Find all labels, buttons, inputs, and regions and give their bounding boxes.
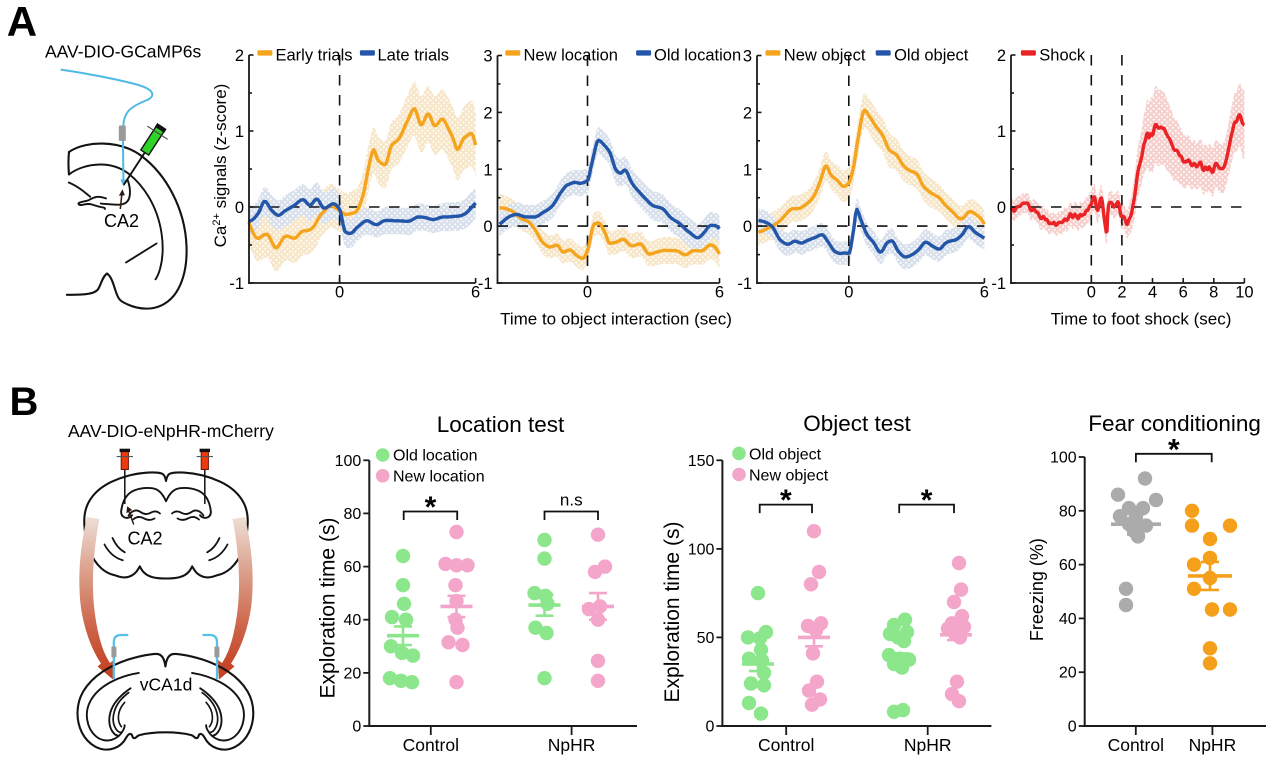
svg-text:0: 0 (705, 719, 714, 736)
svg-text:0: 0 (352, 719, 361, 736)
svg-text:100: 100 (1050, 450, 1077, 467)
svg-text:Old location: Old location (654, 47, 741, 65)
svg-text:20: 20 (1059, 665, 1077, 682)
svg-text:2: 2 (743, 104, 752, 122)
svg-text:Late trials: Late trials (378, 47, 450, 65)
svg-text:CA2: CA2 (128, 529, 163, 549)
svg-text:New object: New object (784, 47, 866, 65)
svg-text:6: 6 (980, 284, 989, 302)
svg-text:150: 150 (688, 453, 715, 470)
svg-text:Object test: Object test (803, 411, 911, 436)
svg-text:Early trials: Early trials (276, 47, 353, 65)
svg-text:Exploration time (s): Exploration time (s) (661, 522, 684, 703)
svg-text:1: 1 (743, 161, 752, 179)
svg-text:1: 1 (997, 123, 1006, 141)
svg-text:60: 60 (1059, 557, 1077, 574)
svg-text:-1: -1 (737, 275, 752, 293)
svg-text:-1: -1 (478, 275, 493, 293)
svg-text:0: 0 (997, 199, 1006, 217)
svg-text:AAV-DIO-eNpHR-mCherry: AAV-DIO-eNpHR-mCherry (68, 421, 274, 441)
svg-text:*: * (1168, 433, 1180, 466)
svg-text:Control: Control (1108, 735, 1164, 755)
svg-text:Time to foot shock (sec): Time to foot shock (sec) (1051, 310, 1232, 329)
svg-text:*: * (780, 484, 792, 517)
svg-text:10: 10 (1235, 284, 1253, 302)
svg-text:AAV-DIO-GCaMP6s: AAV-DIO-GCaMP6s (45, 42, 201, 62)
svg-text:*: * (921, 484, 933, 517)
svg-text:2: 2 (1117, 284, 1126, 302)
svg-text:Old object: Old object (894, 47, 969, 65)
svg-text:6: 6 (471, 284, 480, 302)
svg-text:Old location: Old location (393, 448, 478, 465)
svg-text:3: 3 (483, 48, 492, 66)
svg-text:Ca2+ signals (z-score): Ca2+ signals (z-score) (211, 84, 230, 248)
svg-text:n.s: n.s (560, 491, 583, 510)
svg-text:20: 20 (344, 665, 362, 682)
svg-text:6: 6 (1179, 284, 1188, 302)
svg-text:New object: New object (749, 467, 829, 484)
svg-text:Shock: Shock (1039, 47, 1086, 65)
svg-text:100: 100 (335, 453, 362, 470)
svg-text:6: 6 (715, 284, 724, 302)
svg-text:New location: New location (393, 468, 485, 485)
svg-text:0: 0 (743, 218, 752, 236)
svg-text:NpHR: NpHR (548, 735, 596, 755)
svg-text:3: 3 (743, 48, 752, 66)
svg-text:4: 4 (1148, 284, 1157, 302)
svg-text:0: 0 (483, 218, 492, 236)
svg-text:0: 0 (1087, 284, 1096, 302)
svg-text:NpHR: NpHR (904, 735, 952, 755)
svg-text:vCA1d: vCA1d (140, 675, 193, 695)
svg-text:0: 0 (1068, 719, 1077, 736)
svg-text:0: 0 (583, 284, 592, 302)
svg-text:2: 2 (997, 47, 1006, 65)
svg-text:40: 40 (344, 612, 362, 629)
svg-text:2: 2 (483, 104, 492, 122)
svg-text:Control: Control (758, 735, 814, 755)
svg-text:B: B (10, 380, 39, 424)
svg-text:2: 2 (235, 47, 244, 65)
svg-text:100: 100 (688, 541, 715, 558)
svg-text:80: 80 (344, 506, 362, 523)
svg-text:-1: -1 (991, 275, 1006, 293)
svg-text:A: A (7, 0, 37, 45)
svg-text:Exploration time (s): Exploration time (s) (317, 518, 340, 699)
svg-text:Old object: Old object (749, 446, 822, 463)
svg-text:0: 0 (235, 199, 244, 217)
svg-text:0: 0 (844, 284, 853, 302)
svg-text:Location test: Location test (437, 412, 565, 437)
svg-text:Fear conditioning: Fear conditioning (1088, 411, 1261, 436)
svg-text:40: 40 (1059, 611, 1077, 628)
svg-text:50: 50 (697, 630, 715, 647)
svg-text:-1: -1 (229, 275, 244, 293)
svg-text:1: 1 (235, 123, 244, 141)
svg-text:NpHR: NpHR (1189, 735, 1237, 755)
svg-text:0: 0 (335, 284, 344, 302)
svg-text:Freezing (%): Freezing (%) (1027, 538, 1047, 641)
svg-text:*: * (425, 491, 437, 524)
svg-text:Time to object interaction (se: Time to object interaction (sec) (500, 310, 732, 329)
svg-text:1: 1 (483, 161, 492, 179)
svg-text:Control: Control (403, 735, 459, 755)
svg-text:60: 60 (344, 559, 362, 576)
svg-text:8: 8 (1209, 284, 1218, 302)
svg-text:80: 80 (1059, 503, 1077, 520)
svg-text:CA2: CA2 (104, 211, 139, 231)
svg-text:New location: New location (524, 47, 618, 65)
